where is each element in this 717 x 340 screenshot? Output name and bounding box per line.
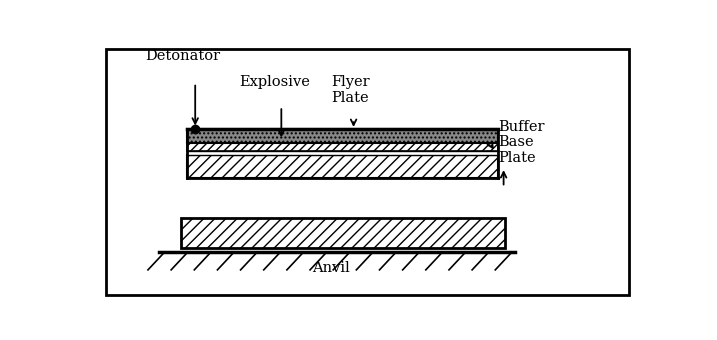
Text: Base
Plate: Base Plate [498, 135, 536, 165]
Text: Buffer: Buffer [498, 120, 544, 134]
Bar [187, 155, 498, 178]
Text: Explosive: Explosive [239, 75, 310, 89]
Bar [187, 143, 498, 151]
Bar [187, 129, 498, 143]
Text: Anvil: Anvil [312, 261, 350, 275]
Bar [187, 129, 498, 143]
Bar [187, 151, 498, 155]
Text: Detonator: Detonator [145, 49, 220, 63]
Bar [181, 218, 505, 248]
Text: Flyer
Plate: Flyer Plate [331, 75, 370, 105]
